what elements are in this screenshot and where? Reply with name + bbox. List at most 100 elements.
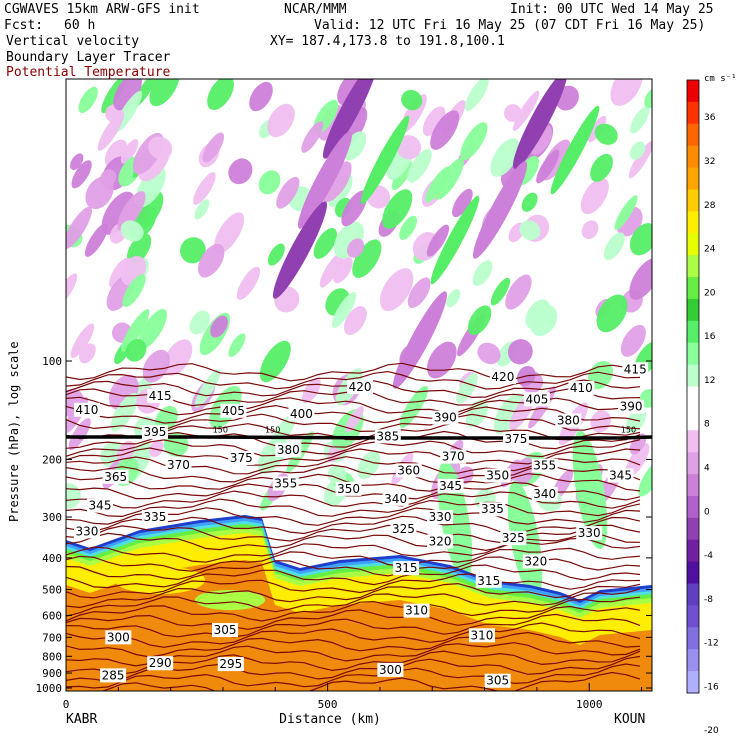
updraft-cell: [78, 86, 98, 113]
downdraft-cell: [620, 324, 646, 357]
updraft-cell: [228, 333, 246, 357]
updraft-cell: [134, 190, 164, 229]
downdraft-streak: [297, 131, 353, 229]
theta-label-bg: [141, 510, 168, 525]
theta-label-bg: [484, 468, 511, 483]
downdraft-cell: [507, 339, 533, 365]
x-axis-label: Distance (km): [279, 712, 381, 727]
theta-label-bg: [374, 429, 401, 444]
updraft-cell: [401, 89, 423, 111]
theta-label-bg: [440, 449, 467, 464]
downdraft-cell: [101, 191, 135, 235]
colorbar-swatch: [687, 80, 699, 103]
theta-label: 370: [167, 458, 190, 472]
theta-label: 330: [429, 510, 452, 524]
colorbar: 36 32 28 24 20 16 12 8 4 0 -4 -8 -12 -16 -20: [686, 79, 719, 736]
theta-label-bg: [437, 478, 464, 493]
updraft-cell: [493, 393, 525, 435]
colorbar-swatch: [687, 430, 699, 453]
theta-label: 380: [557, 413, 580, 427]
colorbar-label: -4: [704, 551, 713, 561]
updraft-cell: [66, 483, 81, 509]
theta-label-bg: [212, 623, 239, 638]
theta-contour: [66, 605, 641, 630]
updraft-cell: [313, 227, 337, 259]
downdraft-cell: [66, 206, 92, 249]
forecast-label: Fcst:: [4, 18, 44, 33]
colorbar-label: -20: [704, 726, 719, 736]
colorbar-swatch: [687, 364, 699, 387]
theta-label: 315: [395, 561, 418, 575]
theta-label: 380: [277, 443, 300, 457]
theta-label-bg: [220, 403, 247, 418]
colorbar-label: -12: [704, 639, 719, 649]
x-tick-label: 0: [63, 698, 70, 711]
theta-contour: [66, 631, 641, 658]
plot-area: 420 420 415 415 410 410 405 405 400 395 390 390 385 3…: [66, 79, 652, 691]
theta-contour: [66, 537, 641, 563]
colorbar-label: 24: [704, 245, 716, 255]
y-tick-label: 600: [42, 609, 62, 622]
colorbar-label: 28: [704, 201, 716, 211]
downdraft-cell: [321, 161, 352, 202]
theta-label: 320: [524, 554, 547, 568]
downdraft-cell: [396, 135, 422, 160]
colorbar-swatch: [687, 561, 699, 585]
theta-label-bg: [622, 362, 649, 377]
colorbar-swatch: [687, 189, 699, 212]
y-tick-label: 100: [42, 355, 62, 368]
theta-label-bg: [335, 481, 362, 496]
right-station-label: KOUN: [614, 712, 646, 727]
theta-contour: [66, 613, 641, 638]
theta-label: 300: [379, 663, 402, 677]
updraft-cell: [110, 392, 139, 432]
theta-label: 310: [471, 628, 494, 642]
theta-contour: [66, 532, 641, 552]
theta-label-bg: [531, 458, 558, 473]
theta-label: 385: [376, 429, 399, 443]
updraft-cell: [519, 220, 541, 241]
downdraft-cell: [198, 243, 225, 278]
theta-label-bg: [502, 431, 529, 446]
theta-label-bg: [347, 379, 374, 394]
downdraft-cell: [71, 160, 92, 189]
downdraft-cell: [210, 315, 228, 338]
y-tick-label: 1000: [36, 682, 63, 695]
downdraft-cell: [228, 158, 253, 185]
updraft-cell: [121, 309, 150, 352]
updraft-streak: [430, 195, 480, 285]
downdraft-cell: [343, 306, 367, 335]
colorbar-swatch: [687, 298, 699, 322]
theta-label-bg: [395, 463, 422, 478]
theta-label: 345: [89, 499, 112, 513]
updraft-cell: [126, 233, 152, 265]
field-boundary-layer-tracer: Boundary Layer Tracer: [6, 50, 171, 65]
y-tick-label: 800: [42, 650, 62, 663]
downdraft-cell: [113, 79, 142, 111]
downdraft-streak: [272, 201, 328, 299]
updraft-cell: [180, 237, 206, 264]
theta-contour: [66, 663, 641, 689]
downdraft-cell: [193, 172, 216, 205]
theta-label: 400: [290, 407, 313, 421]
downdraft-cell: [202, 132, 225, 163]
updraft-cell: [407, 149, 432, 183]
updraft-cell: [456, 373, 478, 404]
downdraft-cell: [99, 169, 117, 187]
colorbar-label: -16: [704, 682, 719, 692]
theta-label-bg: [500, 531, 527, 546]
y-tick-label: 900: [42, 667, 62, 680]
downdraft-cell: [84, 223, 109, 257]
updraft-cell: [352, 239, 382, 278]
updraft-cell: [525, 299, 550, 330]
updraft-cell: [122, 274, 146, 308]
theta-label: 320: [429, 534, 452, 548]
tracer-pocket: [115, 566, 205, 594]
downdraft-cell: [249, 81, 273, 112]
colorbar-swatch: [687, 649, 699, 672]
theta-label-bg: [393, 561, 420, 576]
theta-label-bg: [618, 399, 645, 414]
updraft-cell: [630, 106, 650, 134]
colorbar-swatch: [687, 123, 699, 147]
downdraft-cell: [276, 176, 300, 209]
